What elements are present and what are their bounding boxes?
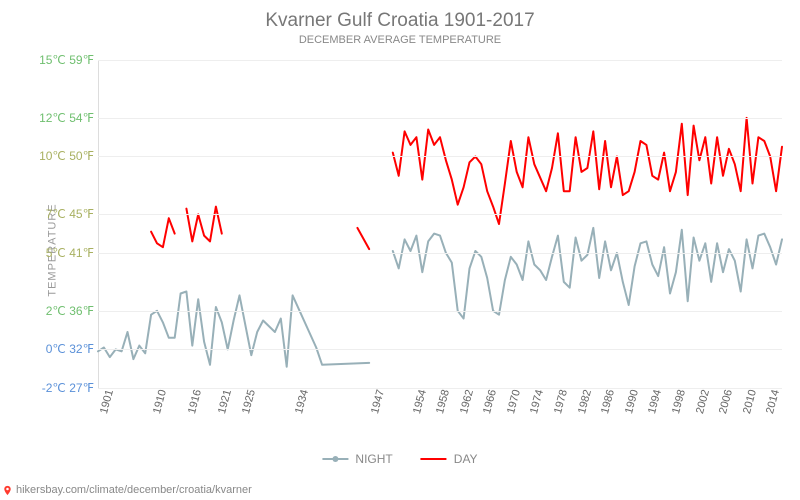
x-tick-label: 1974 bbox=[528, 388, 546, 415]
legend-label: DAY bbox=[454, 452, 478, 466]
x-tick-label: 1947 bbox=[369, 388, 387, 415]
plot-area: -2℃ 27℉0℃ 32℉2℃ 36℉5℃ 41℉7℃ 45℉10℃ 50℉12… bbox=[98, 60, 782, 388]
night-series-line bbox=[98, 292, 369, 367]
legend-label: NIGHT bbox=[355, 452, 392, 466]
x-tick-label: 1921 bbox=[216, 388, 234, 415]
legend-swatch bbox=[322, 458, 348, 460]
day-series-line bbox=[357, 228, 369, 249]
pin-icon bbox=[2, 485, 13, 496]
series-svg bbox=[98, 60, 782, 388]
grid-line bbox=[98, 60, 782, 61]
x-tick-label: 1916 bbox=[186, 388, 204, 415]
x-tick-label: 1994 bbox=[646, 388, 664, 415]
legend-item: DAY bbox=[421, 452, 478, 466]
chart-title: Kvarner Gulf Croatia 1901-2017 bbox=[0, 10, 800, 32]
x-tick-label: 1958 bbox=[434, 388, 452, 415]
x-tick-label: 1966 bbox=[481, 388, 499, 415]
grid-line bbox=[98, 349, 782, 350]
day-series-line bbox=[186, 207, 221, 242]
x-tick-label: 1970 bbox=[505, 388, 523, 415]
grid-line bbox=[98, 214, 782, 215]
attribution: hikersbay.com/climate/december/croatia/k… bbox=[2, 484, 252, 496]
y-tick-label: 12℃ 54℉ bbox=[20, 111, 94, 125]
y-tick-label: 0℃ 32℉ bbox=[20, 342, 94, 356]
chart-subtitle: DECEMBER AVERAGE TEMPERATURE bbox=[0, 34, 800, 46]
grid-line bbox=[98, 253, 782, 254]
x-tick-label: 2014 bbox=[764, 388, 782, 415]
legend: NIGHT DAY bbox=[322, 452, 477, 466]
x-tick-label: 1982 bbox=[576, 388, 594, 415]
x-tick-label: 1990 bbox=[623, 388, 641, 415]
x-tick-label: 1962 bbox=[458, 388, 476, 415]
night-series-line bbox=[393, 228, 782, 319]
x-tick-label: 2006 bbox=[717, 388, 735, 415]
y-tick-label: 15℃ 59℉ bbox=[20, 53, 94, 67]
x-tick-label: 1998 bbox=[670, 388, 688, 415]
x-tick-label: 1901 bbox=[98, 388, 116, 415]
x-tick-label: 2002 bbox=[694, 388, 712, 415]
y-tick-label: 10℃ 50℉ bbox=[20, 149, 94, 163]
y-tick-label: 5℃ 41℉ bbox=[20, 246, 94, 260]
legend-item: NIGHT bbox=[322, 452, 392, 466]
y-tick-label: 2℃ 36℉ bbox=[20, 304, 94, 318]
x-tick-label: 1986 bbox=[599, 388, 617, 415]
legend-swatch bbox=[421, 458, 447, 460]
x-tick-label: 1910 bbox=[151, 388, 169, 415]
y-tick-label: 7℃ 45℉ bbox=[20, 207, 94, 221]
x-tick-label: 2010 bbox=[741, 388, 759, 415]
grid-line bbox=[98, 311, 782, 312]
x-tick-label: 1925 bbox=[240, 388, 258, 415]
chart-container: Kvarner Gulf Croatia 1901-2017 DECEMBER … bbox=[0, 0, 800, 500]
x-tick-label: 1978 bbox=[552, 388, 570, 415]
attribution-text: hikersbay.com/climate/december/croatia/k… bbox=[16, 484, 252, 496]
grid-line bbox=[98, 156, 782, 157]
day-series-line bbox=[393, 118, 782, 224]
day-series-line bbox=[151, 218, 175, 247]
x-tick-label: 1954 bbox=[411, 388, 429, 415]
y-tick-label: -2℃ 27℉ bbox=[20, 381, 94, 395]
x-tick-label: 1934 bbox=[293, 388, 311, 415]
grid-line bbox=[98, 118, 782, 119]
